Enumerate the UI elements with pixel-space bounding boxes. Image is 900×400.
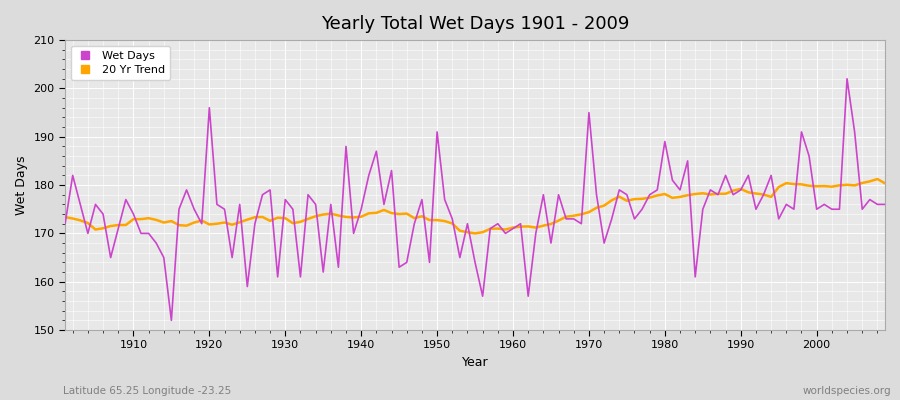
20 Yr Trend: [515, 224, 526, 229]
X-axis label: Year: Year: [462, 356, 489, 369]
Line: 20 Yr Trend: 20 Yr Trend: [65, 179, 885, 233]
20 Yr Trend: [872, 177, 883, 182]
Wet Days: [607, 216, 617, 221]
20 Yr Trend: [121, 222, 131, 227]
Wet Days: [508, 226, 518, 231]
Wet Days: [515, 221, 526, 226]
Text: Latitude 65.25 Longitude -23.25: Latitude 65.25 Longitude -23.25: [63, 386, 231, 396]
Wet Days: [842, 76, 852, 81]
Wet Days: [879, 202, 890, 207]
Title: Yearly Total Wet Days 1901 - 2009: Yearly Total Wet Days 1901 - 2009: [321, 15, 629, 33]
20 Yr Trend: [508, 225, 518, 230]
Wet Days: [340, 144, 351, 149]
20 Yr Trend: [470, 231, 481, 236]
Wet Days: [166, 318, 176, 323]
Legend: Wet Days, 20 Yr Trend: Wet Days, 20 Yr Trend: [71, 46, 170, 80]
20 Yr Trend: [333, 213, 344, 218]
Wet Days: [59, 221, 70, 226]
Line: Wet Days: Wet Days: [65, 79, 885, 320]
Text: worldspecies.org: worldspecies.org: [803, 386, 891, 396]
20 Yr Trend: [879, 181, 890, 186]
20 Yr Trend: [607, 198, 617, 203]
20 Yr Trend: [59, 215, 70, 220]
Y-axis label: Wet Days: Wet Days: [15, 155, 28, 215]
Wet Days: [121, 197, 131, 202]
Wet Days: [295, 274, 306, 279]
20 Yr Trend: [287, 221, 298, 226]
